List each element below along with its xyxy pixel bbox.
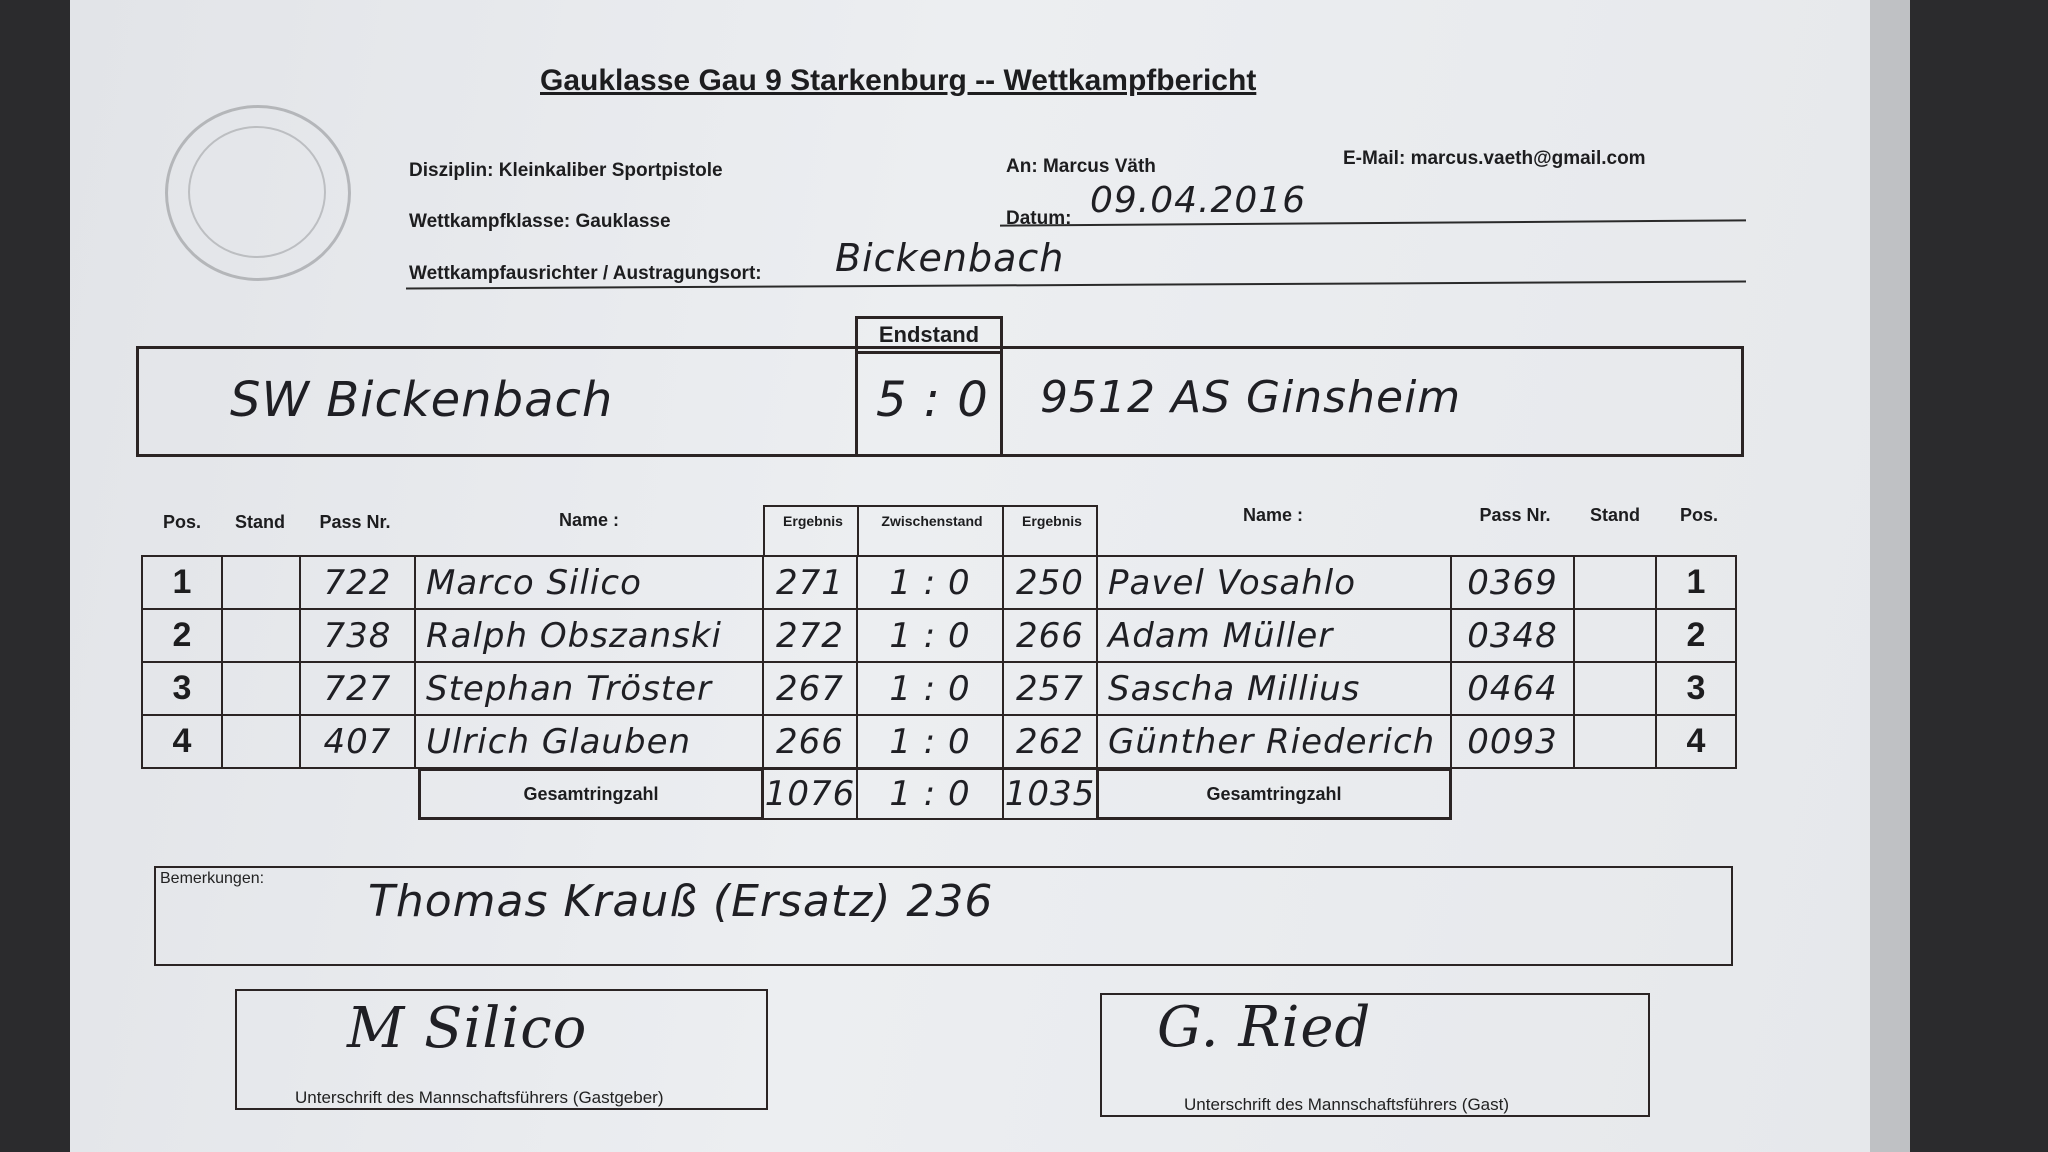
name-cell: Marco Silico bbox=[414, 555, 764, 610]
paper-sheet bbox=[70, 0, 1870, 1152]
name-guest-cell: Günther Riederich bbox=[1096, 714, 1452, 769]
zwischenstand-cell: 1 : 0 bbox=[856, 714, 1004, 769]
signature-label-home: Unterschrift des Mannschaftsführers (Gas… bbox=[295, 1088, 664, 1107]
total-guest: 1035 bbox=[1002, 768, 1098, 820]
page-title: Gauklasse Gau 9 Starkenburg -- Wettkampf… bbox=[540, 64, 1257, 97]
col-name: Name : bbox=[558, 510, 620, 530]
col-ergebnis-home: Ergebnis bbox=[763, 505, 859, 557]
pass-cell: 727 bbox=[299, 661, 416, 716]
col-ergebnis-guest: Ergebnis bbox=[1002, 505, 1098, 557]
remarks-label: Bemerkungen: bbox=[160, 870, 265, 887]
stand-guest-cell bbox=[1573, 608, 1657, 663]
col-stand-guest: Stand bbox=[1589, 505, 1641, 525]
disziplin-field: Disziplin: Kleinkaliber Sportpistole bbox=[409, 160, 723, 181]
name-cell: Ralph Obszanski bbox=[414, 608, 764, 663]
ergebnis-cell: 266 bbox=[762, 714, 858, 769]
an-field: An: Marcus Väth bbox=[1006, 156, 1156, 177]
pos-cell: 3 bbox=[141, 661, 223, 716]
pass-guest-cell: 0348 bbox=[1450, 608, 1575, 663]
col-name-guest: Name : bbox=[1242, 505, 1304, 525]
total-zwischenstand: 1 : 0 bbox=[856, 768, 1004, 820]
club-seal bbox=[165, 105, 351, 281]
signature-box-guest: G. Ried Unterschrift des Mannschaftsführ… bbox=[1100, 993, 1650, 1117]
col-stand: Stand bbox=[234, 512, 286, 532]
pos-cell: 2 bbox=[141, 608, 223, 663]
pass-guest-cell: 0464 bbox=[1450, 661, 1575, 716]
col-zwischenstand: Zwischenstand bbox=[857, 505, 1004, 557]
name-guest-cell: Pavel Vosahlo bbox=[1096, 555, 1452, 610]
ergebnis-cell: 272 bbox=[762, 608, 858, 663]
signature-home: M Silico bbox=[347, 996, 588, 1061]
pass-guest-cell: 0093 bbox=[1450, 714, 1575, 769]
pos-cell: 4 bbox=[141, 714, 223, 769]
stand-guest-cell bbox=[1573, 661, 1657, 716]
ort-label: Wettkampfausrichter / Austragungsort: bbox=[409, 263, 762, 284]
pass-cell: 738 bbox=[299, 608, 416, 663]
name-cell: Stephan Tröster bbox=[414, 661, 764, 716]
ergebnis-guest-cell: 266 bbox=[1002, 608, 1098, 663]
stand-cell bbox=[221, 661, 301, 716]
pos-guest-cell: 2 bbox=[1655, 608, 1737, 663]
ergebnis-guest-cell: 250 bbox=[1002, 555, 1098, 610]
datum-value: 09.04.2016 bbox=[1090, 180, 1307, 221]
name-guest-cell: Sascha Millius bbox=[1096, 661, 1452, 716]
remarks-text: Thomas Krauß (Ersatz) 236 bbox=[368, 876, 994, 927]
name-guest-cell: Adam Müller bbox=[1096, 608, 1452, 663]
total-home: 1076 bbox=[762, 768, 858, 820]
final-score: 5 : 0 bbox=[876, 372, 989, 428]
zwischenstand-cell: 1 : 0 bbox=[856, 608, 1004, 663]
signature-box-home: M Silico Unterschrift des Mannschaftsfüh… bbox=[235, 989, 768, 1110]
datum-label: Datum: bbox=[1006, 208, 1072, 229]
ergebnis-cell: 271 bbox=[762, 555, 858, 610]
zwischenstand-cell: 1 : 0 bbox=[856, 661, 1004, 716]
pass-guest-cell: 0369 bbox=[1450, 555, 1575, 610]
stand-guest-cell bbox=[1573, 555, 1657, 610]
pos-cell: 1 bbox=[141, 555, 223, 610]
ort-value: Bickenbach bbox=[835, 236, 1065, 280]
stand-cell bbox=[221, 555, 301, 610]
total-label-home: Gesamtringzahl bbox=[418, 768, 764, 820]
stand-cell bbox=[221, 608, 301, 663]
pos-guest-cell: 4 bbox=[1655, 714, 1737, 769]
paper-edge bbox=[1870, 0, 1910, 1152]
signature-label-guest: Unterschrift des Mannschaftsführers (Gas… bbox=[1184, 1095, 1510, 1114]
total-label-guest: Gesamtringzahl bbox=[1096, 768, 1452, 820]
col-pos-guest: Pos. bbox=[1679, 505, 1719, 525]
klasse-field: Wettkampfklasse: Gauklasse bbox=[409, 211, 671, 232]
col-pos: Pos. bbox=[162, 512, 202, 532]
email-field: E-Mail: marcus.vaeth@gmail.com bbox=[1343, 148, 1646, 169]
ergebnis-guest-cell: 257 bbox=[1002, 661, 1098, 716]
ergebnis-cell: 267 bbox=[762, 661, 858, 716]
pos-guest-cell: 3 bbox=[1655, 661, 1737, 716]
stand-cell bbox=[221, 714, 301, 769]
endstand-label-box: Endstand bbox=[855, 316, 1003, 354]
col-pass: Pass Nr. bbox=[319, 512, 391, 532]
ergebnis-guest-cell: 262 bbox=[1002, 714, 1098, 769]
guest-team: 9512 AS Ginsheim bbox=[1040, 372, 1462, 423]
name-cell: Ulrich Glauben bbox=[414, 714, 764, 769]
pass-cell: 722 bbox=[299, 555, 416, 610]
col-pass-guest: Pass Nr. bbox=[1479, 505, 1551, 525]
zwischenstand-cell: 1 : 0 bbox=[856, 555, 1004, 610]
pos-guest-cell: 1 bbox=[1655, 555, 1737, 610]
remarks-box: Bemerkungen: Thomas Krauß (Ersatz) 236 bbox=[154, 866, 1733, 966]
stand-guest-cell bbox=[1573, 714, 1657, 769]
home-team: SW Bickenbach bbox=[230, 372, 614, 428]
pass-cell: 407 bbox=[299, 714, 416, 769]
signature-guest: G. Ried bbox=[1157, 995, 1372, 1060]
